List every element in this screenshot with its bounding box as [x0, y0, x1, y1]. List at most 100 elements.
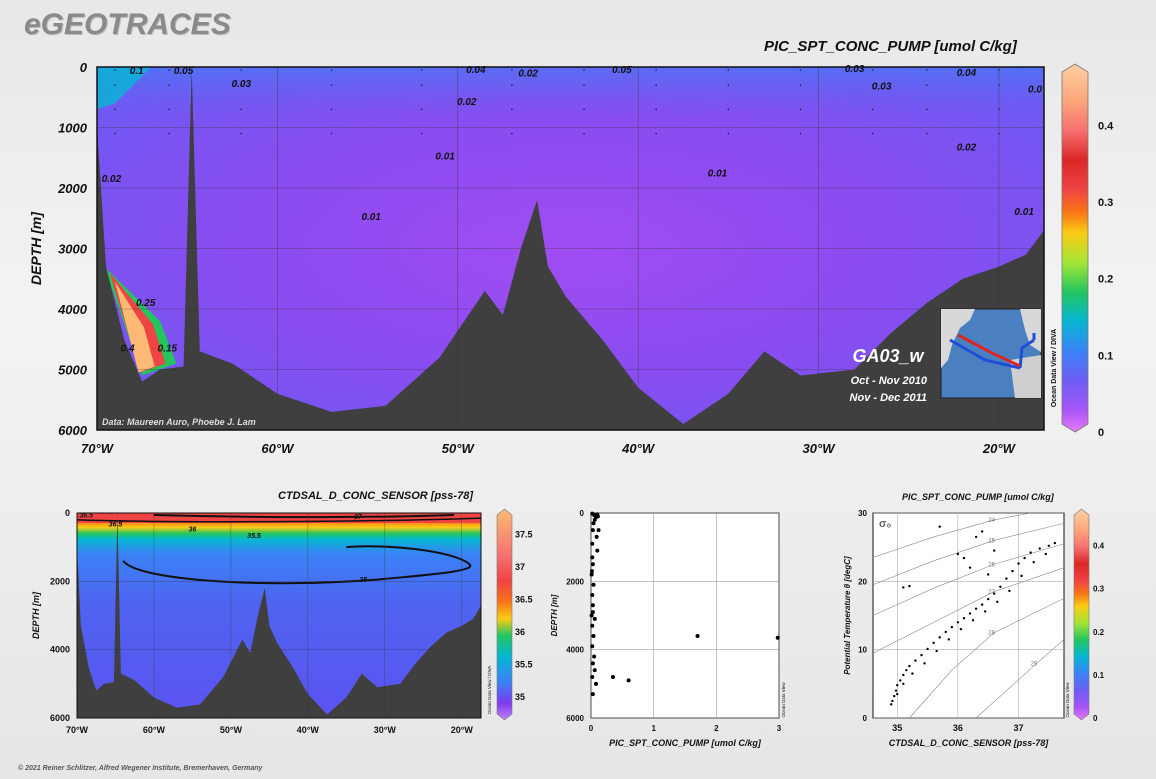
- ts-point: [962, 556, 966, 560]
- sample-dot: [799, 84, 802, 86]
- sample-dot: [420, 132, 423, 135]
- profile-x-tick-label: 3: [777, 724, 782, 733]
- profile-point: [596, 528, 601, 533]
- sal-y-axis-label: DEPTH [m]: [31, 591, 41, 639]
- ts-chart-title: PIC_SPT_CONC_PUMP [umol C/kg]: [902, 492, 1054, 502]
- sample-dot: [871, 69, 874, 71]
- ts-point: [944, 630, 947, 634]
- ts-x-axis-label: CTDSAL_D_CONC_SENSOR [pss-78]: [889, 738, 1050, 748]
- sal-colorbar-tick: 36.5: [515, 595, 533, 605]
- sample-dot: [925, 69, 928, 71]
- ts-point: [908, 664, 911, 668]
- profile-point: [594, 681, 599, 686]
- sample-dot: [240, 84, 243, 86]
- sample-dot: [655, 84, 657, 86]
- sal-x-tick-label: 50°W: [220, 725, 243, 735]
- sample-dot: [583, 132, 585, 135]
- sample-dot: [240, 132, 243, 135]
- profile-frame: [590, 512, 780, 719]
- contour-label: 0.01: [361, 212, 381, 223]
- ts-isopycnal: [975, 639, 1065, 719]
- sal-x-tick-label: 30°W: [374, 725, 397, 735]
- ts-point: [914, 659, 917, 662]
- ts-point: [1047, 544, 1051, 547]
- sample-dot: [799, 69, 802, 71]
- profile-point: [589, 569, 594, 574]
- ts-point: [996, 600, 999, 604]
- main-colorbar: [1061, 63, 1089, 433]
- main-x-tick-label: 30°W: [803, 441, 837, 456]
- ts-x-tick-label: 37: [1014, 723, 1024, 733]
- shelf-water: [97, 67, 152, 110]
- ts-point: [987, 597, 990, 601]
- ts-point: [980, 603, 984, 606]
- main-colorbar-tick: 0.3: [1098, 197, 1113, 209]
- ts-isopycnal-label: 29: [1031, 661, 1038, 667]
- main-colorbar-tick: 0.4: [1098, 120, 1114, 132]
- main-x-tick-label: 20°W: [982, 441, 1017, 456]
- sample-dot: [727, 108, 730, 111]
- sal-x-tick-label: 20°W: [451, 725, 474, 735]
- profile-point: [595, 548, 600, 553]
- sample-dot: [871, 84, 874, 86]
- main-y-axis-label: DEPTH [m]: [28, 211, 44, 285]
- salinity-chart-title: CTDSAL_D_CONC_SENSOR [pss-78]: [278, 490, 473, 502]
- sample-dot: [925, 84, 928, 86]
- inset-map: [940, 308, 1042, 399]
- sample-dot: [420, 84, 423, 86]
- inset-map-land-america: [941, 309, 975, 368]
- contour-label: 0.01: [708, 168, 728, 179]
- contour-label: 0.03: [232, 79, 252, 90]
- sample-dot: [511, 132, 513, 135]
- profile-point: [590, 675, 595, 679]
- main-colorbar-tick: 0: [1098, 427, 1104, 439]
- contour-label: 0.01: [435, 152, 455, 163]
- ts-point: [993, 592, 996, 595]
- ts-point: [923, 662, 926, 665]
- ts-point: [911, 672, 914, 675]
- ts-point: [905, 668, 908, 672]
- sample-dot: [511, 69, 513, 71]
- sal-contour-label: 35.5: [247, 533, 261, 540]
- sample-dot: [799, 108, 802, 111]
- ts-point: [1029, 551, 1032, 554]
- sample-dot: [583, 108, 585, 111]
- inset-map-track-red: [957, 333, 1021, 368]
- data-credit: Data: Maureen Auro, Phoebe J. Lam: [102, 417, 256, 427]
- main-odv-tag: Ocean Data View / DIVA: [1051, 329, 1058, 407]
- ts-point: [950, 625, 954, 629]
- sample-dot: [799, 132, 802, 135]
- main-chart-title: PIC_SPT_CONC_PUMP [umol C/kg]: [764, 38, 1017, 55]
- ts-point: [902, 673, 905, 677]
- contour-label: 0.02: [957, 142, 977, 153]
- sample-dot: [420, 108, 423, 111]
- profile-point: [593, 513, 598, 518]
- sample-dot: [114, 69, 116, 71]
- ts-point: [1044, 552, 1048, 556]
- ts-point: [1008, 589, 1011, 593]
- profile-point: [626, 678, 631, 683]
- ts-isopycnal: [872, 567, 1065, 654]
- contour-label: 0.4: [121, 343, 135, 354]
- sal-frame: [76, 512, 482, 719]
- contour-label: 0.03: [845, 64, 865, 75]
- profile-x-tick-label: 2: [714, 724, 719, 733]
- contour-label: 0.02: [518, 69, 538, 80]
- ts-point: [899, 679, 902, 682]
- slope-water-orange: [115, 281, 155, 373]
- sample-dot: [655, 69, 657, 71]
- sample-dot: [727, 84, 730, 86]
- profile-point: [592, 517, 597, 522]
- profile-point: [590, 562, 595, 567]
- main-y-tick-label: 0: [80, 60, 88, 75]
- ts-point: [902, 586, 905, 589]
- ts-isopycnal-label: 24: [988, 518, 995, 524]
- profile-point: [610, 675, 615, 679]
- main-y-tick-label: 1000: [58, 121, 88, 136]
- profile-x-axis-label: PIC_SPT_CONC_PUMP [umol C/kg]: [609, 738, 762, 748]
- sal-odv-tag: Ocean Data View / DIVA: [487, 666, 492, 715]
- contour-label: 0.0: [1028, 84, 1042, 95]
- sal-contour-label: 35: [359, 577, 367, 584]
- sal-contour-label: 36.5: [109, 521, 123, 528]
- ts-point: [980, 530, 984, 533]
